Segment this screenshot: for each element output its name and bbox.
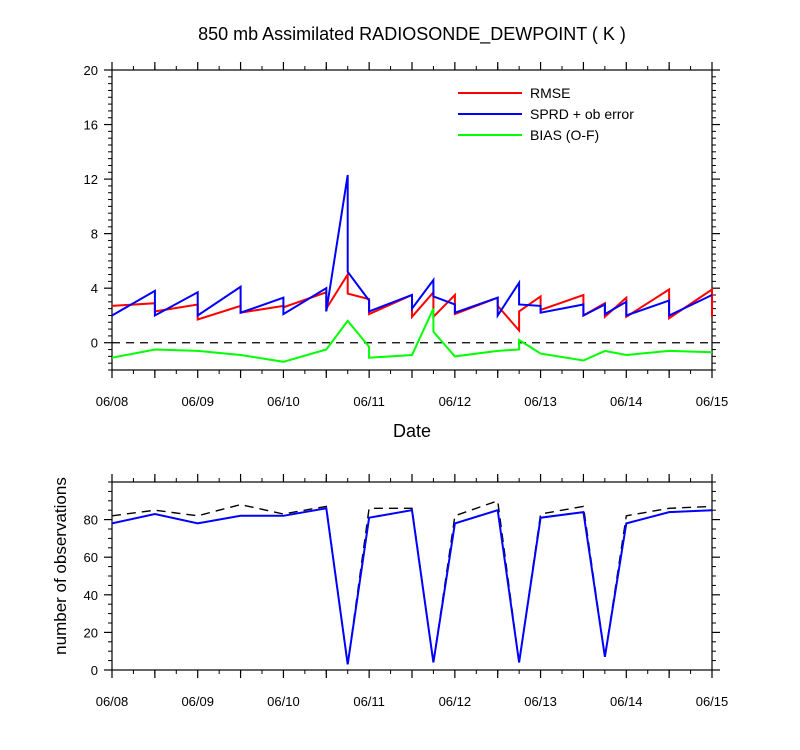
- y-tick-label: 20: [84, 625, 98, 640]
- x-tick-label: 06/13: [524, 694, 557, 709]
- x-tick-label: 06/10: [267, 394, 300, 409]
- y-tick-label: 40: [84, 588, 98, 603]
- x-tick-label: 06/08: [96, 694, 129, 709]
- series-line-bias-o-f: [111, 308, 713, 363]
- y-tick-label: 16: [84, 118, 98, 133]
- series-line-assimilated: [111, 507, 713, 665]
- legend-label: RMSE: [530, 85, 570, 101]
- y-tick-label: 60: [84, 550, 98, 565]
- series-line-total: [111, 499, 713, 665]
- y-tick-label: 8: [91, 227, 98, 242]
- x-tick-label: 06/11: [353, 694, 385, 709]
- x-tick-label: 06/10: [267, 694, 300, 709]
- y-tick-label: 20: [84, 63, 98, 78]
- series-line-sprd-ob-error: [111, 174, 713, 319]
- legend-label: SPRD + ob error: [530, 106, 634, 122]
- x-tick-label: 06/09: [181, 694, 214, 709]
- x-tick-label: 06/12: [439, 394, 472, 409]
- y-tick-label: 12: [84, 172, 98, 187]
- y-tick-label: 0: [91, 336, 98, 351]
- x-tick-label: 06/13: [524, 394, 557, 409]
- x-tick-label: 06/08: [96, 394, 129, 409]
- legend-label: BIAS (O-F): [530, 127, 599, 143]
- x-tick-label: 06/09: [181, 394, 214, 409]
- x-tick-label: 06/11: [353, 394, 385, 409]
- x-tick-label: 06/14: [610, 394, 643, 409]
- x-tick-label: 06/14: [610, 694, 643, 709]
- x-tick-label: 06/15: [696, 694, 729, 709]
- y-tick-label: 0: [91, 663, 98, 678]
- x-tick-label: 06/12: [439, 694, 472, 709]
- x-axis-label: Date: [393, 421, 431, 441]
- y-axis-label: number of observations: [51, 477, 70, 655]
- chart-title: 850 mb Assimilated RADIOSONDE_DEWPOINT (…: [198, 24, 626, 45]
- x-tick-label: 06/15: [696, 394, 729, 409]
- y-tick-label: 4: [91, 281, 98, 296]
- y-tick-label: 80: [84, 513, 98, 528]
